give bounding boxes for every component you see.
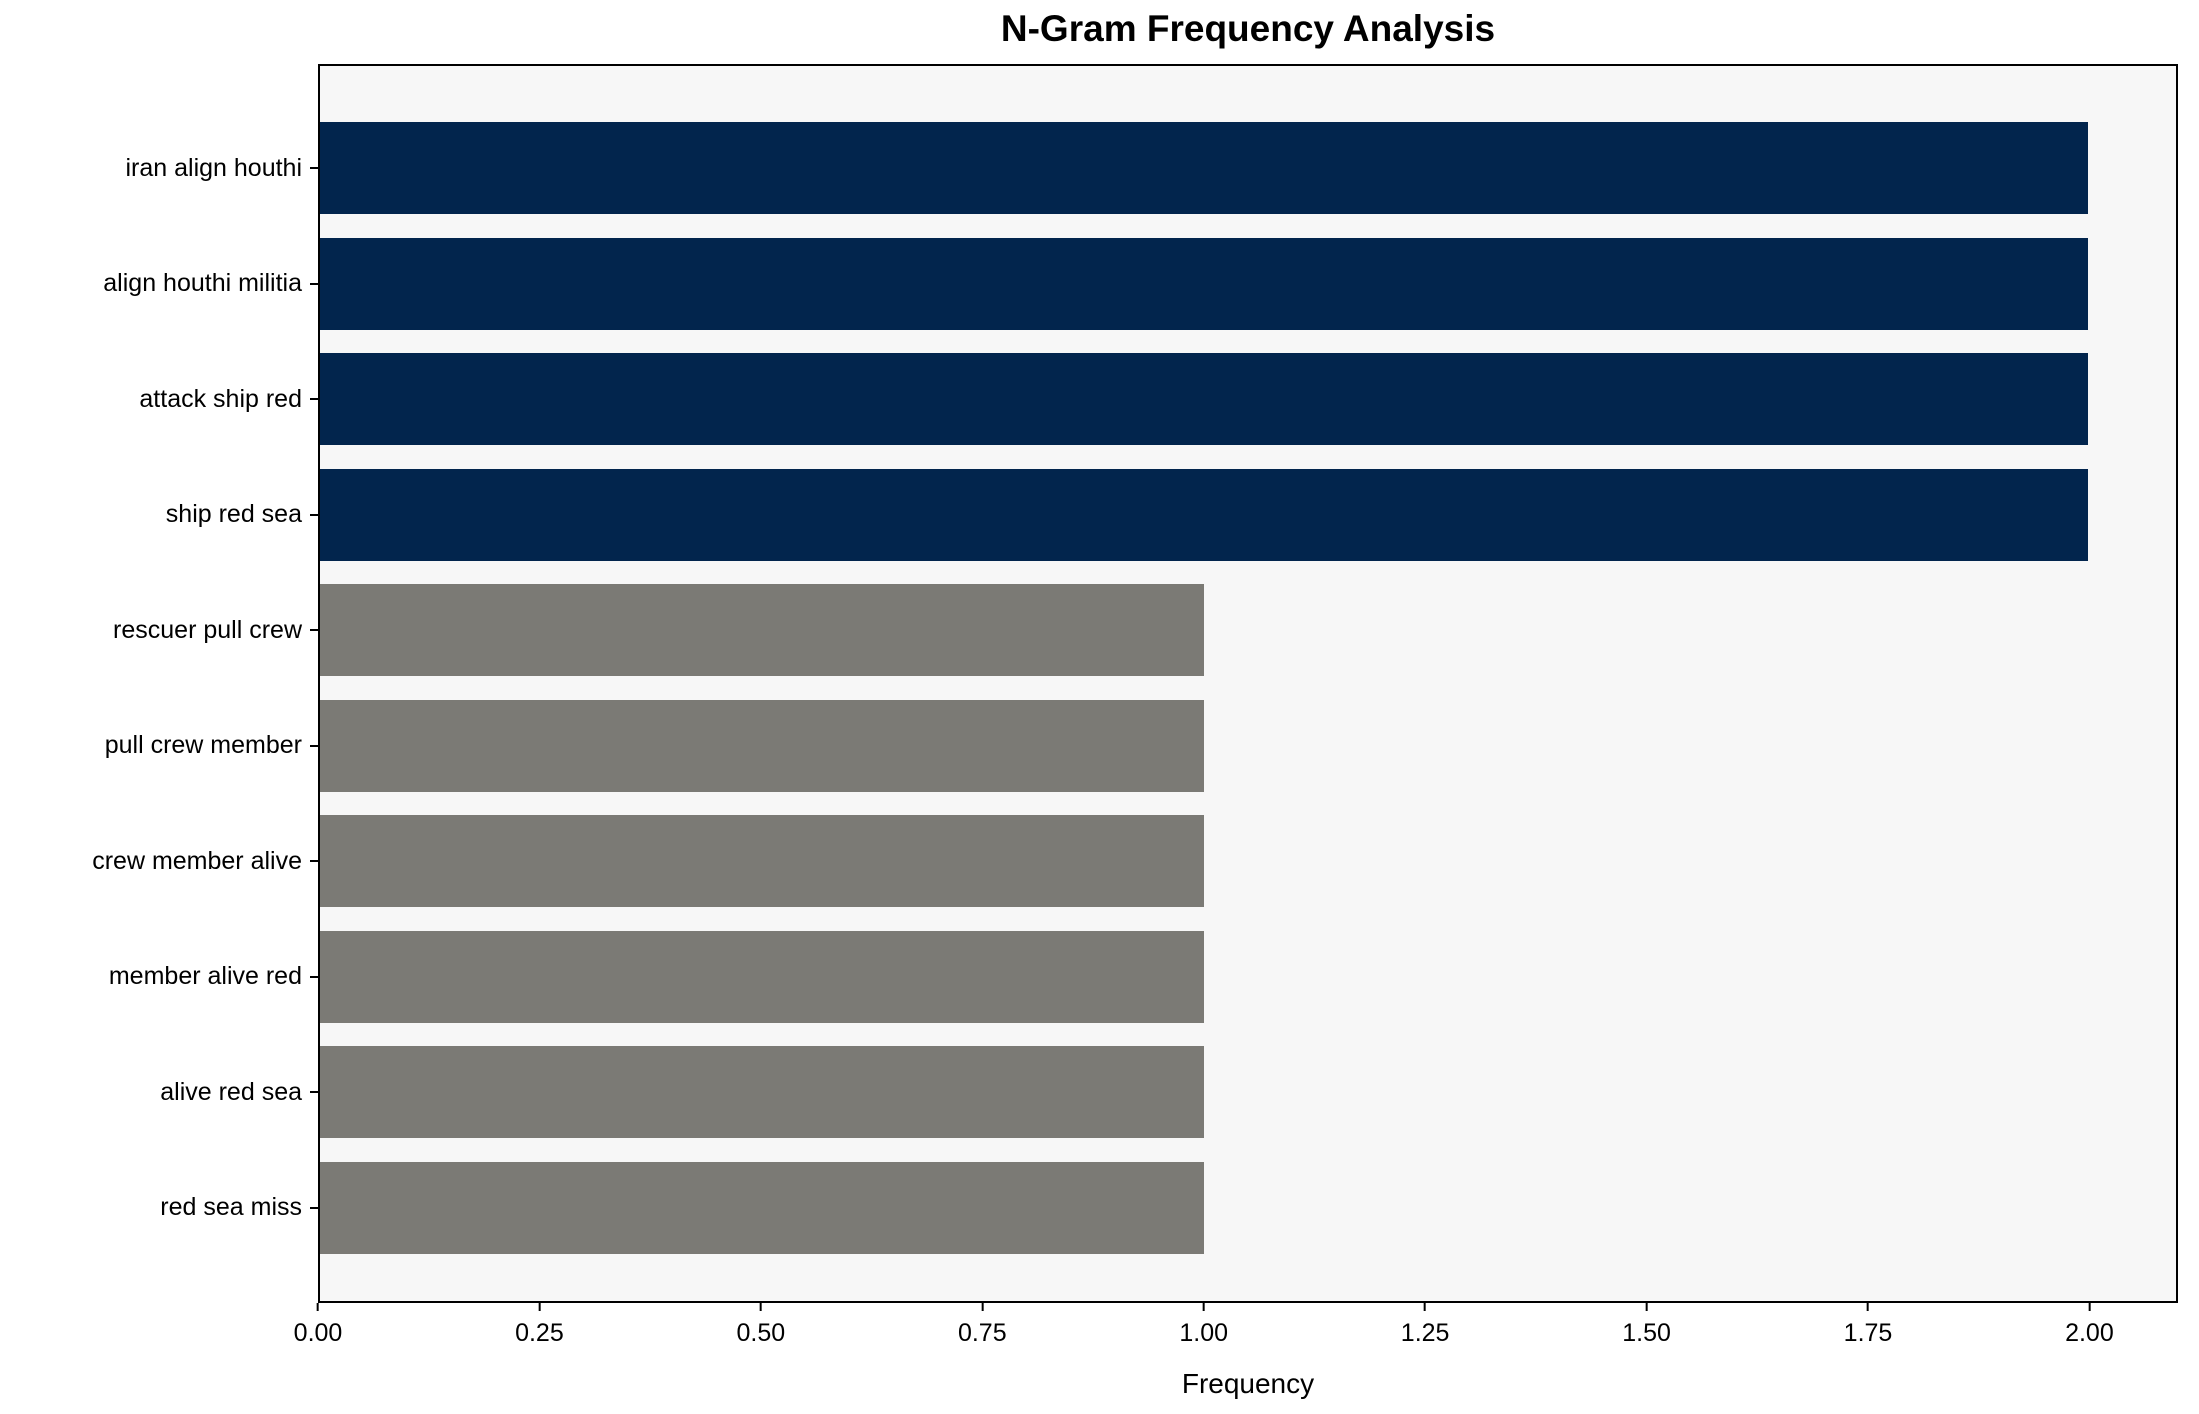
x-tick: 1.50 (1622, 1303, 1671, 1348)
y-axis-label-row: pull crew member (0, 700, 318, 792)
plot-area (318, 64, 2178, 1303)
x-tick-label: 0.50 (736, 1319, 786, 1347)
x-tick-label: 1.50 (1622, 1319, 1671, 1347)
y-tick-mark (310, 513, 318, 516)
x-tick-label: 2.00 (2065, 1319, 2114, 1347)
bar-row (320, 353, 2176, 446)
y-tick-mark (310, 167, 318, 169)
y-tick-mark (310, 282, 318, 285)
x-tick: 0.75 (958, 1303, 1007, 1348)
y-tick-mark (310, 1206, 318, 1209)
x-tick: 0.25 (515, 1303, 564, 1348)
y-axis-label-row: iran align houthi (0, 122, 318, 214)
x-tick: 0.50 (736, 1303, 786, 1348)
x-tick-mark (1424, 1303, 1427, 1311)
x-tick-mark (538, 1303, 541, 1311)
y-axis-label: member alive red (108, 962, 302, 991)
x-tick-label: 0.00 (293, 1319, 343, 1347)
x-tick: 1.75 (1843, 1303, 1893, 1348)
x-tick-label: 0.75 (957, 1319, 1007, 1347)
y-tick-mark (310, 1091, 318, 1094)
y-axis-label: rescuer pull crew (113, 615, 302, 644)
bar (320, 1161, 1204, 1254)
y-axis-label-row: rescuer pull crew (0, 584, 318, 676)
y-axis-label-row: alive red sea (0, 1046, 318, 1138)
y-axis-label: red sea miss (160, 1193, 302, 1222)
x-tick-mark (981, 1303, 984, 1311)
bar-row (320, 468, 2176, 561)
y-axis-label: ship red sea (165, 500, 302, 529)
bars-container (320, 66, 2176, 1301)
y-axis-label: pull crew member (104, 731, 302, 760)
y-axis-label-row: align houthi militia (0, 238, 318, 330)
x-axis-ticks: 0.00 0.25 0.50 0.75 1.00 1.25 1.50 1.75 2.00 (294, 1303, 2178, 1373)
bar-row (320, 815, 2176, 908)
x-tick-mark (1866, 1303, 1869, 1311)
x-tick-label: 1.25 (1400, 1319, 1450, 1347)
x-tick-label: 1.75 (1843, 1319, 1893, 1347)
y-axis-label: iran align houthi (125, 153, 302, 182)
bar (320, 584, 1204, 677)
bar (320, 1046, 1204, 1139)
x-tick: 1.00 (1179, 1303, 1228, 1348)
y-tick-mark (310, 398, 318, 401)
x-tick-mark (759, 1303, 762, 1311)
bar (320, 468, 2088, 561)
y-axis-label: align houthi militia (103, 269, 302, 298)
y-axis-label-row: attack ship red (0, 353, 318, 445)
bar (320, 122, 2088, 214)
y-axis-label-row: crew member alive (0, 815, 318, 907)
y-axis-labels: iran align houthi align houthi militia att… (0, 66, 318, 1301)
y-axis-label: attack ship red (139, 384, 302, 413)
y-tick-mark (310, 975, 318, 978)
y-axis-label-row: member alive red (0, 931, 318, 1023)
bar (320, 930, 1204, 1023)
x-tick: 0.00 (293, 1303, 343, 1348)
x-tick: 1.25 (1400, 1303, 1450, 1348)
bar (320, 353, 2088, 446)
bar-row (320, 930, 2176, 1023)
bar-row (320, 584, 2176, 677)
bar (320, 699, 1204, 792)
y-tick-mark (310, 860, 318, 863)
y-axis-label-row: red sea miss (0, 1162, 318, 1254)
y-tick-mark (310, 629, 318, 632)
bar (320, 237, 2088, 330)
x-tick-mark (1645, 1303, 1648, 1311)
y-tick-mark (310, 744, 318, 747)
chart-title: N-Gram Frequency Analysis (1000, 8, 1496, 49)
bar (320, 815, 1204, 908)
x-tick-mark (316, 1303, 319, 1311)
bar-row (320, 699, 2176, 792)
y-axis-label-row: ship red sea (0, 469, 318, 561)
bar-row (320, 1161, 2176, 1254)
y-axis-label: crew member alive (92, 846, 302, 875)
x-tick-label: 0.25 (515, 1319, 564, 1347)
x-tick-mark (1202, 1303, 1205, 1311)
bar-row (320, 1046, 2176, 1139)
x-tick: 2.00 (2065, 1303, 2114, 1348)
bar-row (320, 237, 2176, 330)
x-axis-label: Frequency (1181, 1368, 1315, 1399)
bar-row (320, 122, 2176, 214)
x-tick-label: 1.00 (1179, 1319, 1229, 1347)
y-axis-label: alive red sea (160, 1077, 302, 1106)
x-tick-mark (2088, 1303, 2091, 1311)
